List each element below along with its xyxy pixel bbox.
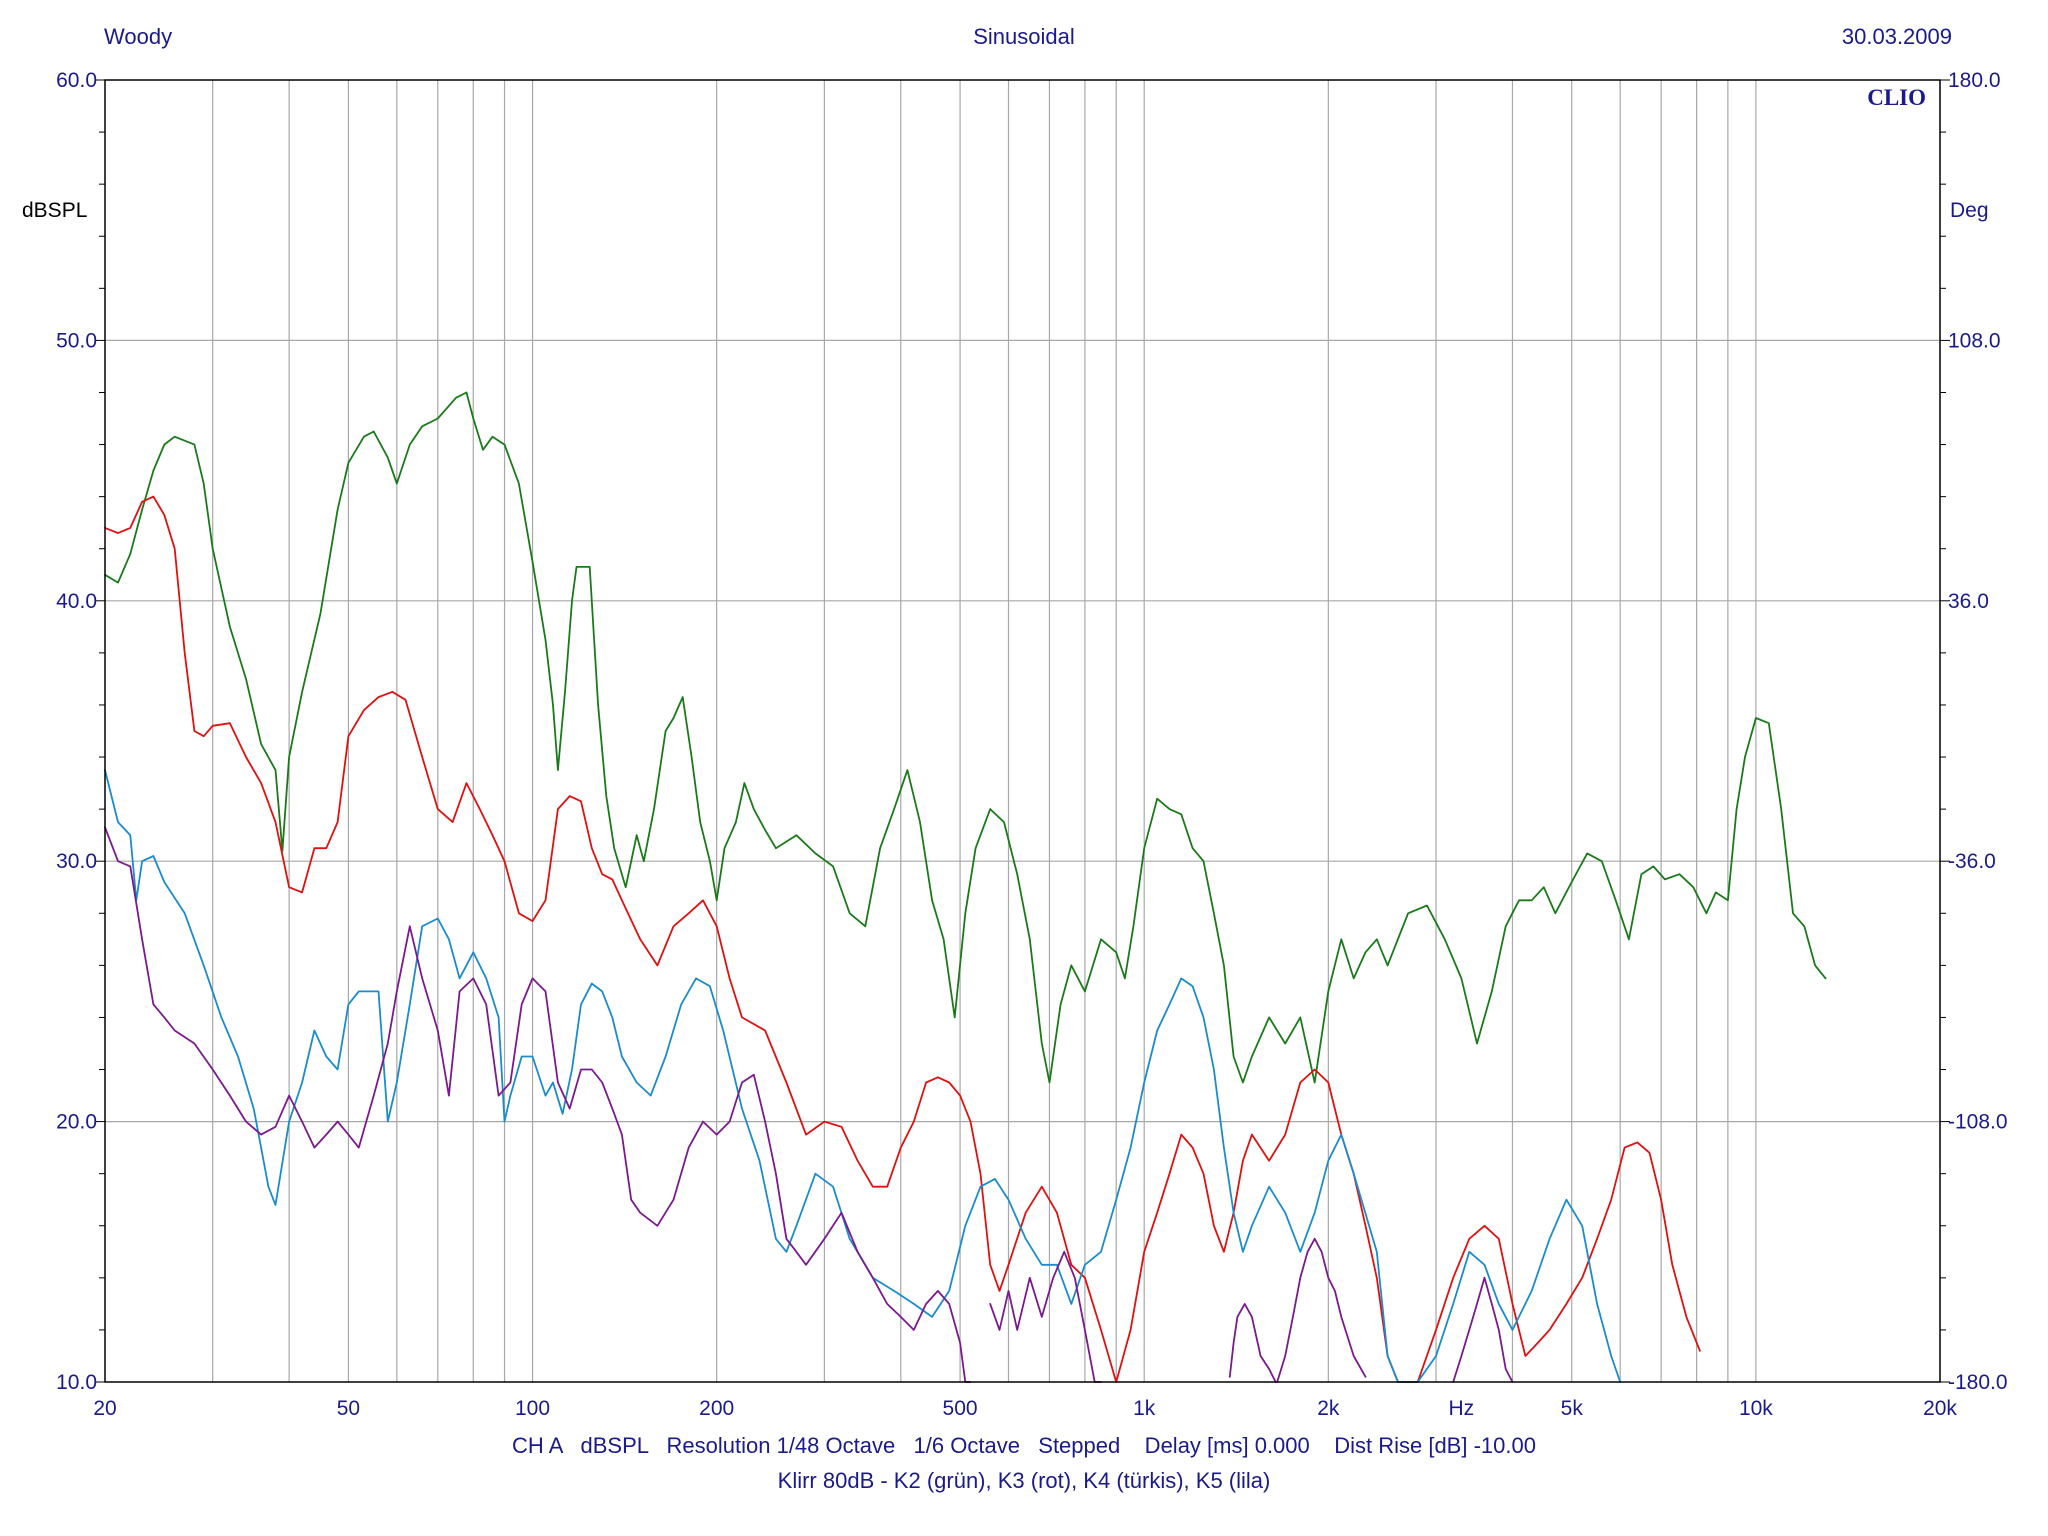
x-tick-label: 20 <box>93 1397 116 1420</box>
y2-tick-label: -108.0 <box>1948 1111 2008 1134</box>
x-tick-label: 2k <box>1317 1397 1340 1420</box>
header-date: 30.03.2009 <box>1841 24 1952 49</box>
y-tick-label: 60.0 <box>56 69 97 92</box>
x-tick-label: 10k <box>1739 1397 1773 1420</box>
x-tick-label: 20k <box>1923 1397 1957 1420</box>
series-line-1 <box>104 495 1701 1383</box>
y2-tick-label: 180.0 <box>1948 69 2001 92</box>
y2-tick-label: 36.0 <box>1948 590 1989 613</box>
y-tick-label: 40.0 <box>56 590 97 613</box>
series-line-3 <box>104 826 972 1383</box>
y-tick-label: 50.0 <box>56 329 97 352</box>
x-tick-label: 1k <box>1133 1397 1156 1420</box>
y-axis-label: dBSPL <box>22 199 87 222</box>
series-line-0 <box>104 391 1827 1084</box>
series-line-4 <box>989 1250 1102 1383</box>
series-line-6 <box>1276 1237 1367 1383</box>
chart-series <box>104 391 1827 1383</box>
series-line-7 <box>1452 1276 1514 1383</box>
header-left-label: Woody <box>104 24 173 49</box>
footer-legend-line: Klirr 80dB - K2 (grün), K3 (rot), K4 (tü… <box>777 1468 1271 1493</box>
y2-tick-label: -36.0 <box>1948 850 1996 873</box>
chart-grid <box>105 80 1940 1382</box>
chart-ticks <box>95 79 1950 1383</box>
y-tick-label: 20.0 <box>56 1111 97 1134</box>
x-tick-label: 5k <box>1561 1397 1584 1420</box>
series-line-5 <box>1228 1303 1277 1383</box>
clio-brand-label: CLIO <box>1867 85 1926 110</box>
y2-tick-label: 108.0 <box>1948 329 2001 352</box>
x-axis-unit: Hz <box>1449 1397 1475 1420</box>
x-tick-label: 500 <box>943 1397 978 1420</box>
y-tick-label: 10.0 <box>56 1371 97 1394</box>
plot-frame <box>104 79 1941 1383</box>
series-line-2 <box>104 769 1622 1383</box>
header-title: Sinusoidal <box>973 24 1075 49</box>
x-tick-label: 200 <box>699 1397 734 1420</box>
chart-labels: 10.0 20.0 30.0 40.0 50.0 60.0 -180.0 -108.0 -36.… <box>22 69 2008 1420</box>
x-tick-label: 50 <box>337 1397 360 1420</box>
y2-axis-label: Deg <box>1950 199 1989 222</box>
footer-settings-line: CH A dBSPL Resolution 1/48 Octave 1/6 Oc… <box>512 1433 1536 1458</box>
x-tick-label: 100 <box>515 1397 550 1420</box>
y-tick-label: 30.0 <box>56 850 97 873</box>
y2-tick-label: -180.0 <box>1948 1371 2008 1394</box>
